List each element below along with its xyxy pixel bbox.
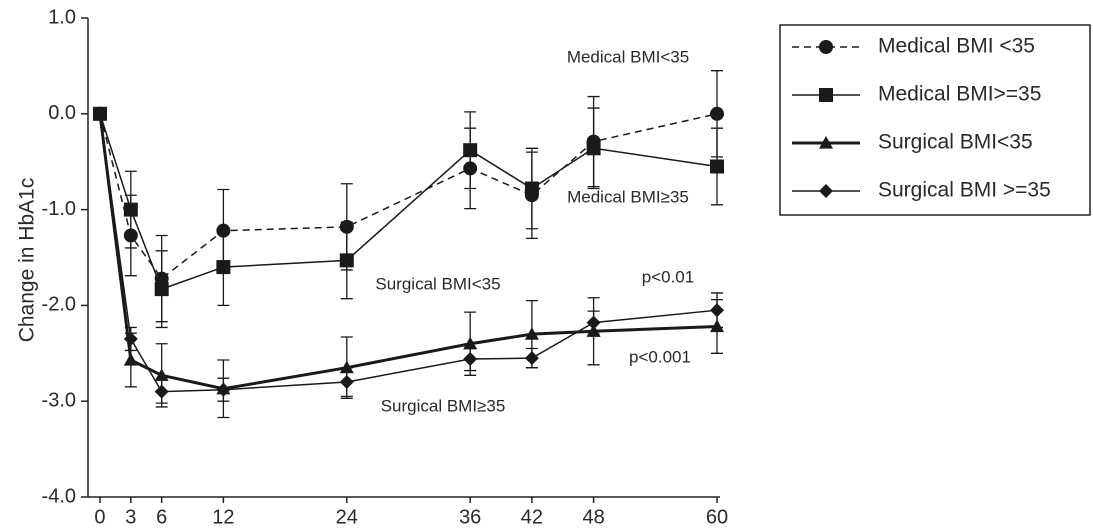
marker (154, 368, 169, 381)
annotation: p<0.01 (642, 267, 694, 286)
y-axis-label: Change in HbA1c (16, 178, 39, 343)
marker (524, 351, 539, 366)
x-tick-label: 24 (336, 506, 358, 528)
x-tick-label: 0 (94, 506, 105, 528)
x-tick-label: 60 (706, 506, 728, 528)
annotation: Medical BMI<35 (567, 47, 689, 66)
series-line (98, 113, 718, 391)
marker (586, 315, 601, 330)
y-tick-label: -4.0 (42, 485, 76, 507)
marker (463, 336, 478, 350)
y-tick-label: -2.0 (42, 294, 76, 316)
marker (819, 40, 833, 54)
marker (524, 327, 539, 340)
marker (216, 260, 231, 275)
x-tick-label: 12 (212, 506, 234, 528)
marker (710, 159, 724, 174)
legend-box (779, 24, 1091, 216)
legend-label: Medical BMI>=35 (878, 83, 1041, 106)
x-tick-label: 36 (459, 506, 481, 528)
marker (339, 375, 354, 390)
marker (216, 382, 231, 397)
legend-label: Surgical BMI >=35 (878, 179, 1051, 202)
y-tick-label: 1.0 (48, 6, 76, 28)
annotation: Medical BMI≥35 (567, 187, 689, 206)
marker (710, 303, 724, 318)
marker (154, 282, 169, 297)
marker (463, 143, 478, 158)
marker (819, 136, 833, 149)
marker (154, 384, 169, 399)
marker (92, 106, 107, 121)
annotation: p<0.001 (629, 347, 691, 366)
marker (586, 141, 601, 156)
marker (339, 360, 354, 374)
y-tick-label: 0.0 (48, 102, 76, 124)
marker (710, 106, 724, 121)
x-tick-label: 42 (521, 506, 543, 528)
marker (524, 181, 539, 196)
annotation: Surgical BMI<35 (375, 274, 500, 293)
marker (339, 253, 354, 268)
marker (123, 202, 138, 217)
legend-label: Medical BMI <35 (878, 35, 1035, 58)
y-tick-label: -1.0 (42, 198, 76, 220)
x-tick-label: 6 (156, 506, 167, 528)
series-line (99, 113, 718, 280)
legend-label: Surgical BMI<35 (878, 131, 1033, 154)
series-line (99, 113, 718, 393)
marker (123, 353, 138, 366)
x-tick-label: 3 (125, 506, 136, 528)
x-tick-label: 48 (582, 506, 604, 528)
marker (463, 352, 478, 367)
marker (123, 331, 138, 346)
annotation: Surgical BMI≥35 (381, 396, 506, 415)
marker (819, 184, 833, 198)
y-tick-label: -3.0 (42, 389, 76, 411)
marker (819, 88, 833, 102)
